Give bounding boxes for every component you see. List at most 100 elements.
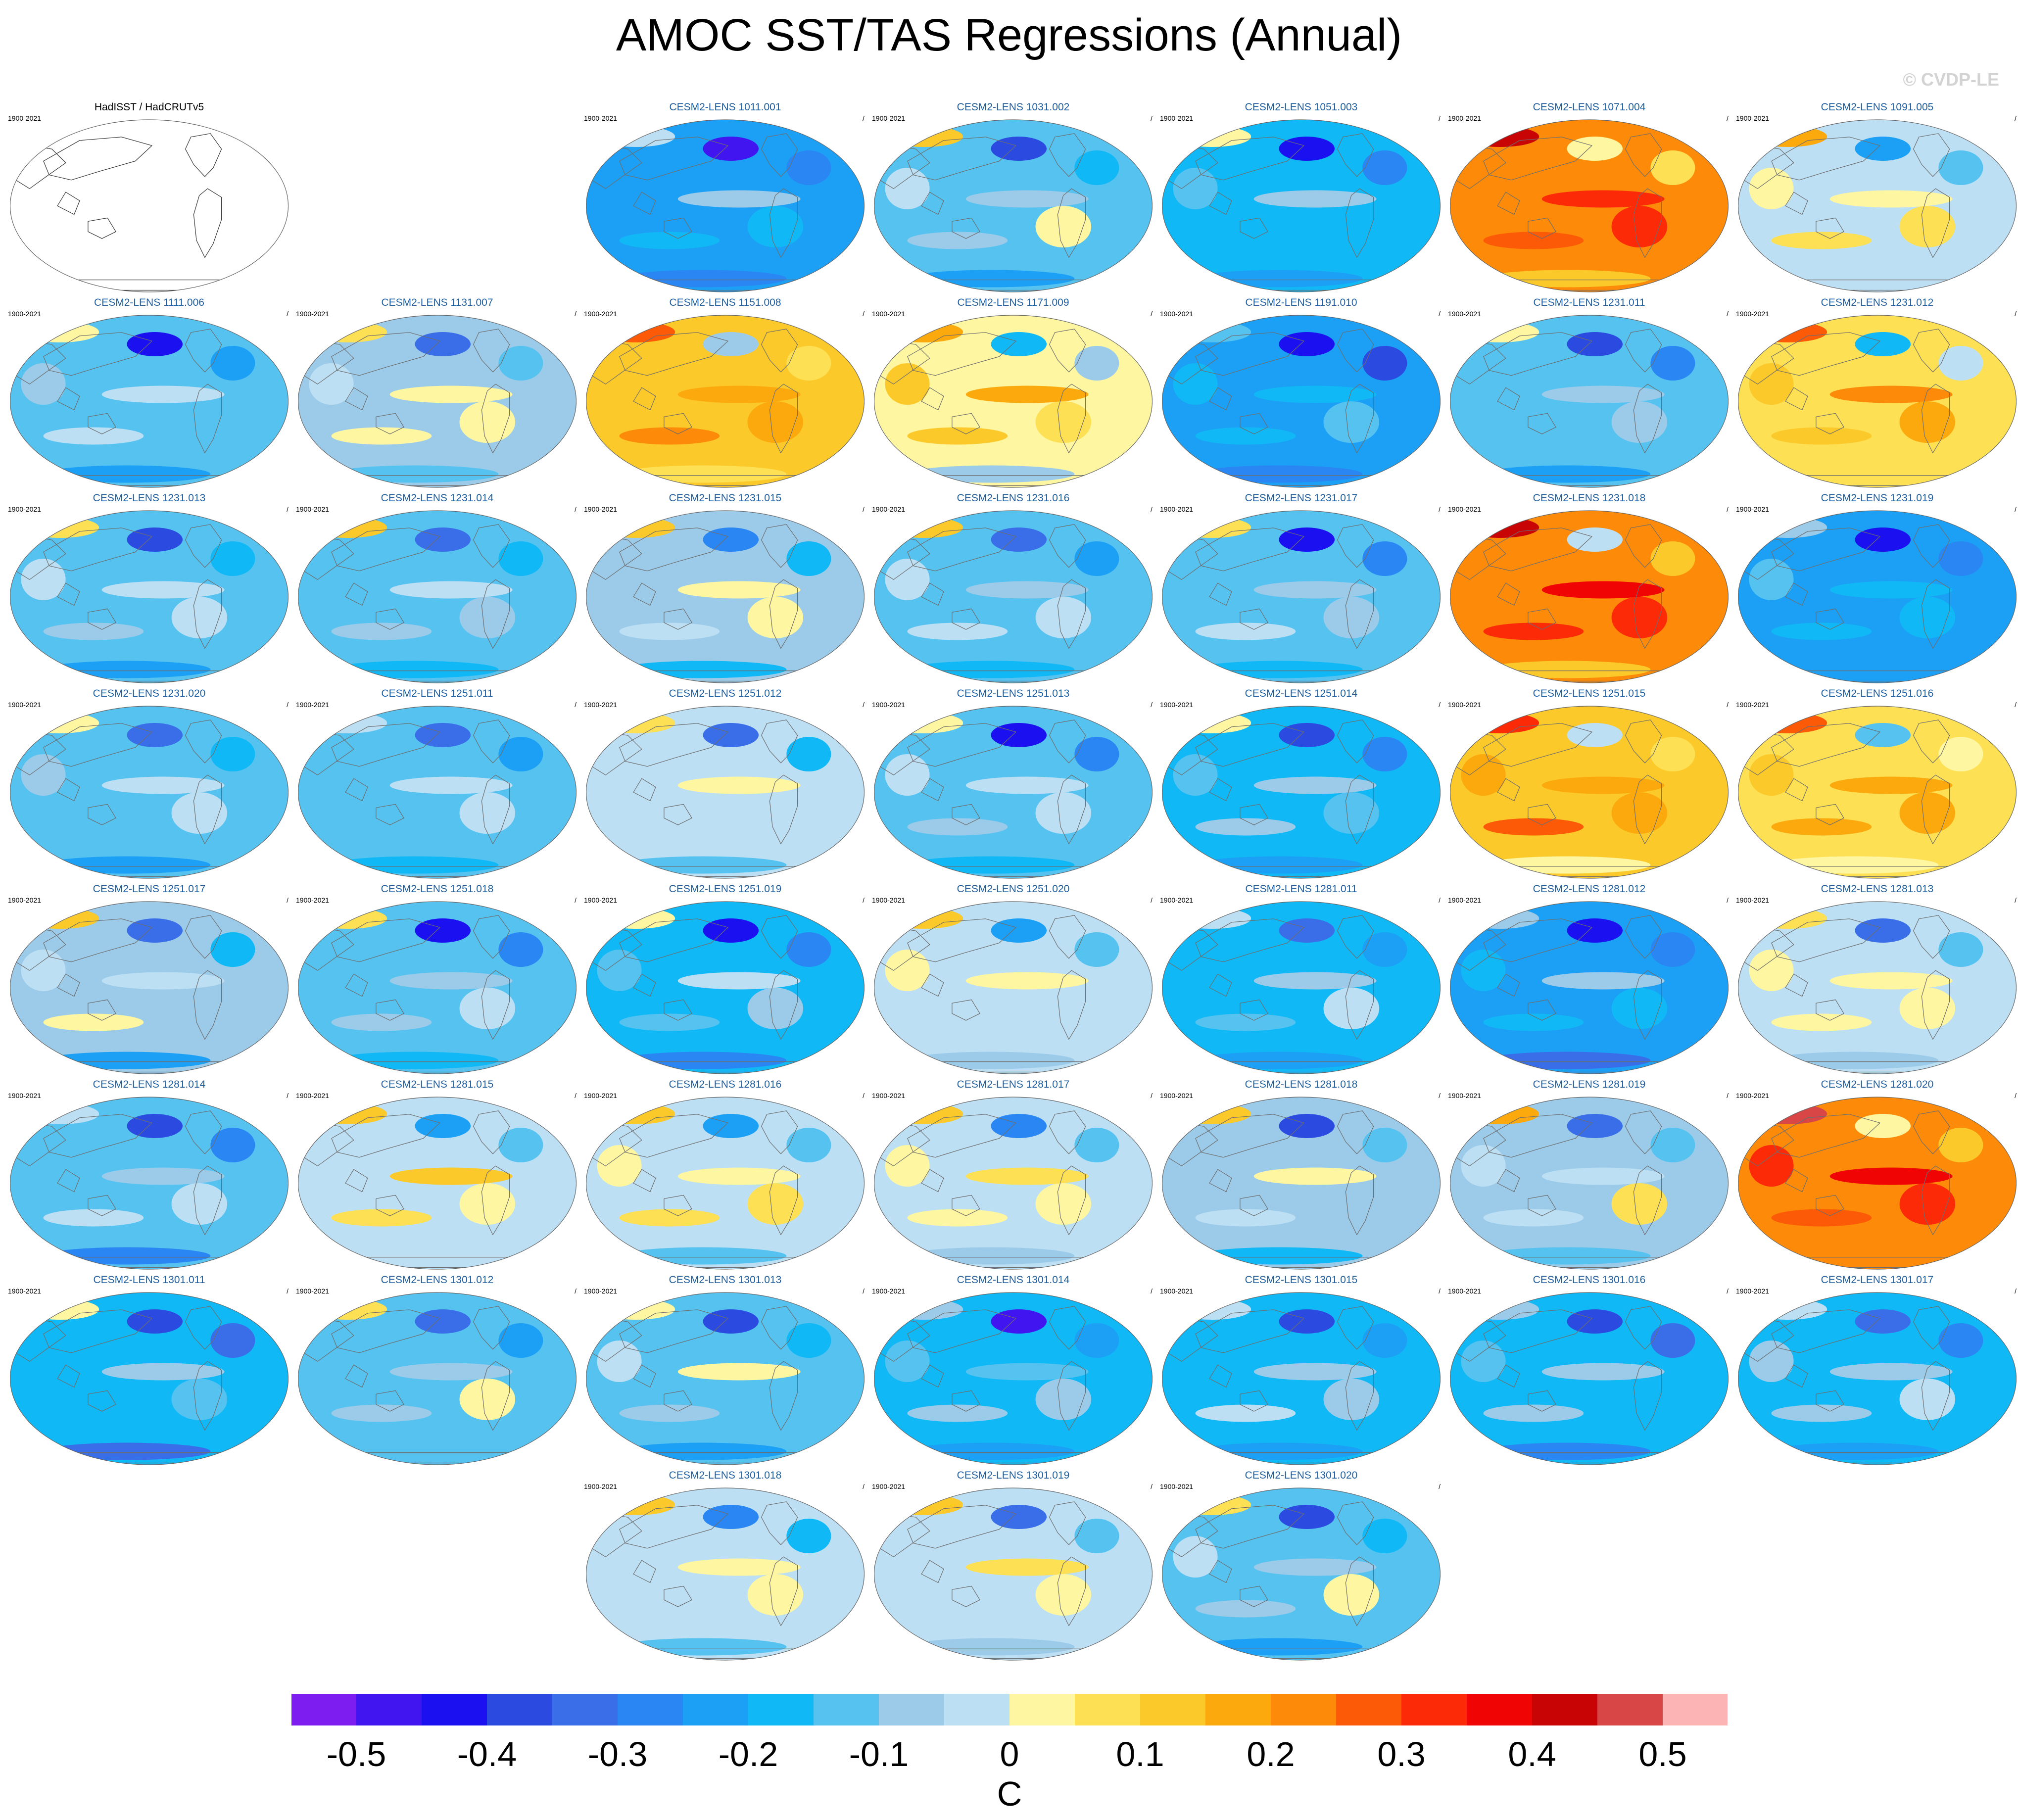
colorbar-tick-label: -0.3 [587,1735,648,1773]
map-border [10,1292,288,1465]
coastline [1483,1309,1592,1353]
anomaly-region [619,427,720,445]
coastline [761,1501,798,1545]
map-border [1738,1292,2017,1465]
coastline [1625,1110,1662,1154]
anomaly-region [907,1442,1075,1460]
anomaly-region [1541,190,1665,208]
panel-separator: / [287,310,288,318]
anomaly-region [597,1103,675,1124]
anomaly-region [1855,918,1911,943]
anomaly-region [331,1442,499,1460]
anomaly-region [885,1103,963,1124]
anomaly-region [1855,1114,1911,1138]
coastline [1528,217,1556,239]
anomaly-region [747,401,804,443]
anomaly-region [171,988,228,1029]
colorbar-bin [1401,1693,1467,1726]
coastline [1049,1110,1086,1154]
anomaly-region [309,322,387,342]
world-map [1450,510,1729,683]
anomaly-region [309,559,354,600]
map-panel: CESM2-LENS 1281.020 1900-2021 / [1735,1079,2018,1272]
colorbar-bin [748,1693,814,1726]
coastline [633,1560,656,1583]
map-panel: CESM2-LENS 1281.017 1900-2021 / [871,1079,1155,1272]
coastline [1497,1364,1520,1388]
panel-title: CESM2-LENS 1131.007 [381,297,493,308]
anomaly-region [1650,1128,1695,1162]
anomaly-region [597,1536,642,1578]
coastline [921,1169,944,1192]
panel-separator: / [1151,310,1153,318]
panel-title: CESM2-LENS 1281.012 [1533,883,1646,895]
anomaly-region [619,623,720,640]
anomaly-region [1855,527,1911,552]
anomaly-region [1749,950,1794,991]
coastline [481,774,510,844]
anomaly-region [171,1379,228,1420]
coastline [1049,1306,1086,1350]
anomaly-region [1461,908,1539,929]
colorbar-bin [291,1693,357,1726]
anomaly-region [1749,1145,1794,1187]
map-border [1450,1097,1729,1270]
anomaly-region [331,427,432,445]
panel-title: CESM2-LENS 1231.018 [1533,492,1646,504]
coastline [1785,192,1808,215]
anomaly-region [21,322,99,342]
panel-separator: / [863,505,865,513]
colorbar-bin [552,1693,618,1726]
anomaly-region [1855,332,1911,356]
anomaly-region [1483,818,1584,836]
panel-title: CESM2-LENS 1301.019 [957,1470,1070,1481]
coastline [1209,973,1232,997]
anomaly-region [619,818,720,836]
coastline [185,1306,222,1350]
panel-title: CESM2-LENS 1151.008 [669,297,781,308]
world-map [10,1292,288,1465]
map-border [1162,510,1441,683]
coastline [1195,527,1304,572]
map-border [586,901,865,1074]
panel-period: 1900-2021 [296,701,329,709]
panel-separator: / [1439,1287,1441,1295]
coastline [331,918,440,962]
anomaly-region [1855,137,1911,161]
map-panel: CESM2-LENS 1231.012 1900-2021 / [1735,297,2018,490]
panel-title: CESM2-LENS 1091.005 [1821,101,1934,113]
colorbar-bin [683,1693,749,1726]
colorbar-tick-label: 0.1 [1116,1735,1164,1773]
anomaly-region [1899,597,1956,638]
panel-period: 1900-2021 [584,505,617,513]
colorbar-units: C [997,1774,1022,1813]
world-map [874,706,1153,879]
map-panel: CESM2-LENS 1231.017 1900-2021 / [1159,492,1443,685]
panel-title: CESM2-LENS 1301.012 [381,1274,494,1286]
anomaly-region [1938,541,1983,576]
coastline [1528,608,1556,630]
anomaly-region [1749,1341,1794,1382]
panel-period: 1900-2021 [872,505,905,513]
coastline [907,137,1016,181]
figure-title: AMOC SST/TAS Regressions (Annual) [616,10,1402,60]
anomaly-region [1899,206,1956,247]
anomaly-region [1749,908,1827,929]
anomaly-region [907,465,1075,483]
anomaly-region [703,1114,759,1138]
coastline [761,133,798,177]
panel-period: 1900-2021 [8,114,41,122]
anomaly-region [459,988,516,1029]
coastline [1195,723,1304,767]
anomaly-region [1749,517,1827,538]
anomaly-region [171,597,228,638]
colorbar-bin [1075,1693,1141,1726]
coastline [1785,1364,1808,1388]
anomaly-region [101,776,225,794]
panel-title: CESM2-LENS 1251.018 [381,883,494,895]
coastline [185,133,222,177]
anomaly-region [597,754,642,796]
anomaly-region [1279,1309,1335,1334]
panel-title: CESM2-LENS 1281.015 [381,1079,494,1090]
coastline [1497,1169,1520,1192]
